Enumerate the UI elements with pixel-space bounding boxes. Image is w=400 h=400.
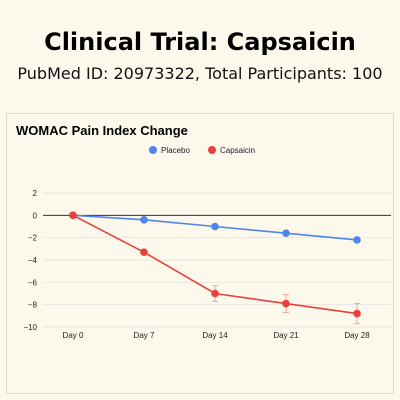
x-tick-label: Day 28 [344,331,370,340]
page-subtitle: PubMed ID: 20973322, Total Participants:… [17,64,383,83]
page-title: Clinical Trial: Capsaicin [44,28,356,56]
legend: Placebo Capsaicin [149,146,255,155]
chart-card: WOMAC Pain Index Change Placebo Capsaicin… [6,113,394,394]
data-point [140,216,148,224]
x-axis: Day 0 Day 7 Day 14 Day 21 Day 28 [63,331,371,340]
legend-marker [208,146,216,154]
data-point [353,236,361,244]
x-tick-label: Day 7 [134,331,155,340]
gridlines [43,192,391,328]
legend-label: Placebo [161,146,190,155]
data-point [282,299,290,308]
y-tick-label: −2 [28,234,38,243]
data-point [211,222,219,231]
series-layer [69,211,361,325]
x-tick-label: Day 14 [202,331,228,340]
legend-label: Capsaicin [220,146,255,155]
legend-marker [149,146,157,154]
data-point [353,309,361,318]
y-tick-label: −8 [28,301,38,310]
x-tick-label: Day 0 [63,331,84,340]
data-point [211,289,219,298]
y-tick-label: 0 [33,211,38,220]
y-axis: 2 0 −2 −4 −6 −8 −10 [23,189,37,332]
chart-title: WOMAC Pain Index Change [16,123,188,138]
y-tick-label: −6 [28,278,38,287]
y-tick-label: −10 [23,323,37,332]
chart-svg: WOMAC Pain Index Change Placebo Capsaicin… [16,123,391,340]
data-point [140,248,148,256]
x-tick-label: Day 21 [273,331,299,340]
data-point [282,229,290,237]
y-tick-label: 2 [33,189,38,198]
y-tick-label: −4 [28,256,38,265]
data-point [69,211,77,220]
